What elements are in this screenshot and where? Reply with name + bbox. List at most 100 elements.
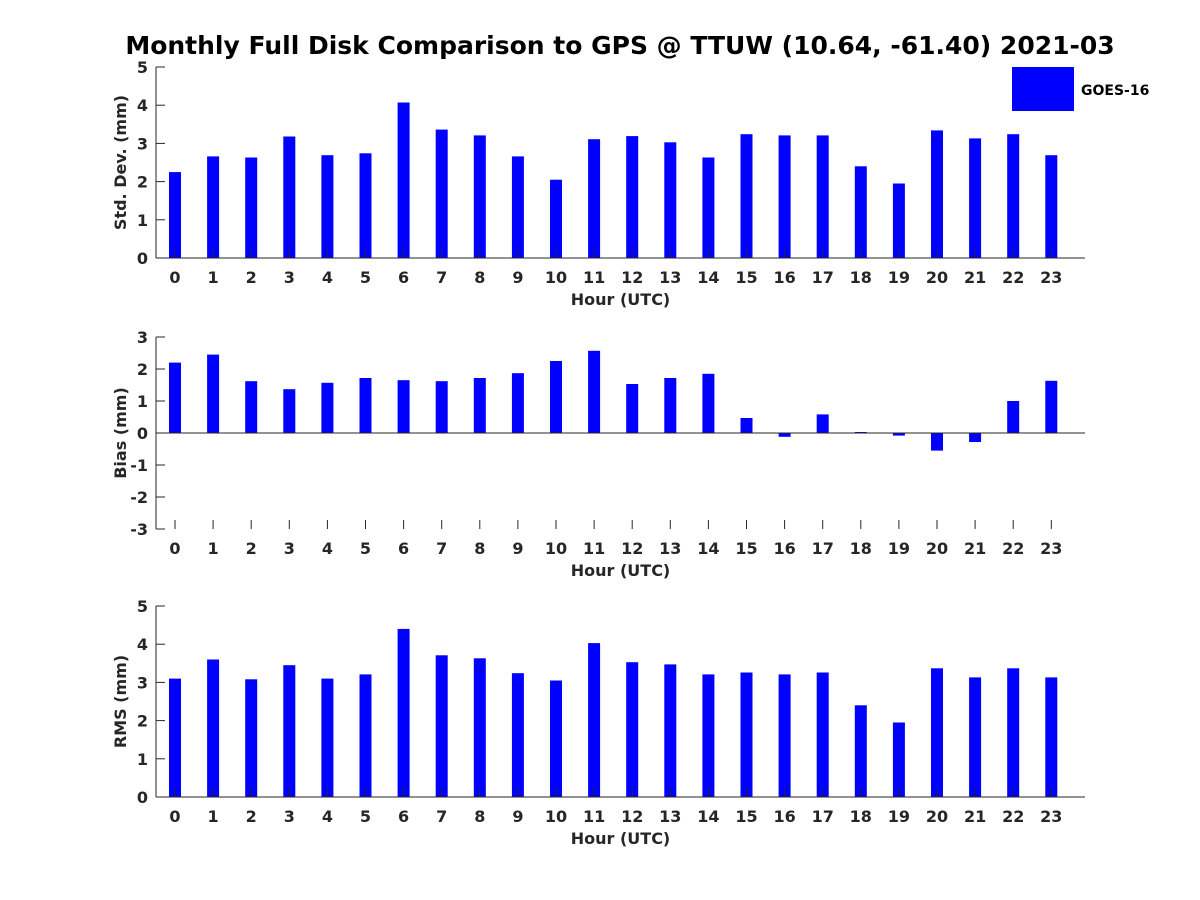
bar-rms-hour-22: [1007, 668, 1020, 797]
y-tick-label: 5: [137, 58, 148, 77]
x-tick-label: 21: [964, 539, 986, 558]
x-tick-label: 16: [773, 268, 795, 287]
x-tick-label: 10: [545, 807, 567, 826]
y-axis-label: Bias (mm): [111, 387, 130, 479]
legend-label: GOES-16: [1081, 83, 1149, 99]
bar-std-dev-hour-14: [702, 157, 715, 258]
y-tick-label: 0: [137, 788, 148, 807]
x-tick-label: 6: [398, 807, 409, 826]
bar-rms-hour-6: [397, 628, 410, 797]
x-tick-label: 0: [169, 807, 180, 826]
x-tick-label: 12: [621, 539, 643, 558]
bar-bias-hour-11: [588, 350, 601, 433]
x-tick-label: 14: [697, 268, 719, 287]
bar-rms-hour-7: [435, 655, 448, 797]
y-tick-label: 1: [137, 211, 148, 230]
bar-std-dev-hour-15: [740, 134, 753, 258]
x-tick-label: 8: [474, 539, 485, 558]
x-tick-label: 19: [888, 268, 910, 287]
x-tick-label: 6: [398, 539, 409, 558]
bar-std-dev-hour-17: [816, 135, 829, 258]
bar-rms-hour-20: [931, 668, 943, 797]
x-tick-label: 14: [697, 539, 719, 558]
x-tick-label: 5: [360, 268, 371, 287]
y-tick-label: 0: [137, 424, 148, 443]
x-tick-label: 0: [169, 539, 180, 558]
legend: GOES-16: [1012, 67, 1149, 111]
x-tick-label: 19: [888, 807, 910, 826]
x-tick-label: 3: [284, 807, 295, 826]
bar-std-dev-hour-13: [664, 142, 677, 258]
bar-rms-hour-5: [359, 674, 372, 797]
x-tick-label: 15: [735, 539, 757, 558]
bar-rms-hour-17: [816, 672, 829, 797]
y-tick-label: 3: [137, 673, 148, 692]
x-tick-label: 16: [773, 539, 795, 558]
bar-bias-hour-4: [321, 382, 334, 433]
y-axis-label: Std. Dev. (mm): [111, 95, 130, 230]
bar-rms-hour-2: [245, 679, 258, 797]
y-tick-label: 2: [137, 360, 148, 379]
x-tick-label: 13: [659, 268, 681, 287]
y-tick-label: 5: [137, 597, 148, 616]
bar-rms-hour-15: [740, 672, 753, 797]
x-tick-label: 16: [773, 807, 795, 826]
x-tick-label: 13: [659, 807, 681, 826]
x-tick-label: 4: [322, 539, 333, 558]
bar-std-dev-hour-22: [1007, 134, 1020, 258]
bar-bias-hour-21: [969, 433, 982, 442]
bar-bias-hour-19: [892, 433, 905, 436]
y-tick-label: 4: [137, 635, 148, 654]
bar-rms-hour-19: [892, 722, 905, 797]
x-tick-label: 18: [850, 539, 872, 558]
bar-std-dev-hour-9: [511, 156, 524, 258]
x-tick-label: 22: [1002, 268, 1024, 287]
x-tick-label: 10: [545, 539, 567, 558]
bar-bias-hour-20: [931, 433, 943, 451]
x-tick-label: 23: [1040, 807, 1062, 826]
x-tick-label: 9: [512, 268, 523, 287]
y-tick-label: 3: [137, 134, 148, 153]
bar-std-dev-hour-8: [473, 135, 486, 258]
x-tick-label: 17: [812, 268, 834, 287]
x-tick-label: 10: [545, 268, 567, 287]
x-tick-label: 1: [208, 268, 219, 287]
x-tick-label: 23: [1040, 539, 1062, 558]
x-tick-label: 3: [284, 539, 295, 558]
x-tick-label: 4: [322, 268, 333, 287]
x-tick-label: 9: [512, 539, 523, 558]
x-tick-label: 4: [322, 807, 333, 826]
bar-bias-hour-13: [664, 378, 677, 433]
x-tick-label: 2: [246, 268, 257, 287]
x-tick-label: 20: [926, 807, 948, 826]
bar-bias-hour-2: [245, 381, 258, 433]
x-tick-label: 5: [360, 807, 371, 826]
x-tick-label: 23: [1040, 268, 1062, 287]
bar-bias-hour-5: [359, 378, 372, 433]
x-axis-label: Hour (UTC): [571, 290, 671, 309]
y-tick-label: 0: [137, 249, 148, 268]
x-tick-label: 3: [284, 268, 295, 287]
bar-std-dev-hour-7: [435, 129, 448, 258]
bar-bias-hour-22: [1007, 401, 1020, 433]
x-tick-label: 20: [926, 539, 948, 558]
x-axis-label: Hour (UTC): [571, 829, 671, 848]
x-tick-label: 18: [850, 807, 872, 826]
bar-bias-hour-15: [740, 418, 753, 433]
bar-rms-hour-10: [550, 680, 562, 797]
bar-rms-hour-16: [778, 674, 791, 797]
y-tick-label: 1: [137, 750, 148, 769]
x-tick-label: 2: [246, 807, 257, 826]
bar-std-dev-hour-23: [1045, 155, 1058, 258]
x-tick-label: 8: [474, 807, 485, 826]
bar-bias-hour-16: [778, 433, 791, 437]
bar-rms-hour-23: [1045, 677, 1058, 797]
y-tick-label: 3: [137, 328, 148, 347]
bar-bias-hour-8: [473, 378, 486, 433]
bar-std-dev-hour-10: [550, 179, 562, 258]
bar-rms-hour-1: [207, 659, 220, 797]
y-tick-label: 1: [137, 392, 148, 411]
x-tick-label: 13: [659, 539, 681, 558]
